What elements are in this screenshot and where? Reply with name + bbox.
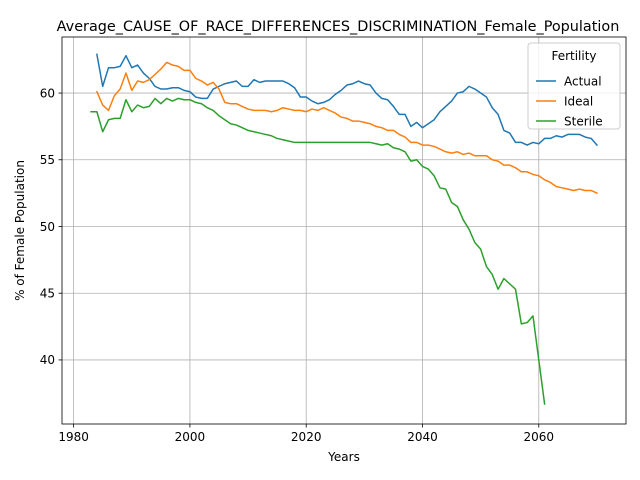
x-tick-label: 2060	[524, 430, 555, 444]
x-tick-label: 1980	[58, 430, 89, 444]
legend-items: Actual Ideal Sterile	[536, 74, 603, 128]
legend-label-ideal: Ideal	[564, 94, 593, 108]
legend: Fertility Actual Ideal Sterile	[527, 42, 621, 130]
plot-area-frame	[61, 36, 627, 425]
chart-title: Average_CAUSE_OF_RACE_DIFFERENCES_DISCRI…	[57, 19, 620, 35]
legend-label-sterile: Sterile	[564, 114, 603, 128]
legend-title: Fertility	[551, 49, 596, 63]
y-tick-label: 45	[40, 287, 55, 301]
x-tick-label: 2040	[407, 430, 438, 444]
series-line-actual	[96, 53, 598, 147]
y-tick-label: 40	[40, 353, 55, 367]
legend-box	[527, 42, 621, 130]
y-axis-label: % of Female Population	[13, 160, 27, 301]
y-tick-label: 50	[40, 220, 55, 234]
y-tick-label: 55	[40, 153, 55, 167]
series-line-sterile	[90, 97, 546, 405]
y-tick-label: 60	[40, 86, 55, 100]
x-axis-ticks: 1980 2000 2020 2040 2060	[58, 424, 554, 444]
x-axis-label: Years	[327, 450, 360, 464]
series-line-ideal	[95, 61, 598, 195]
y-axis-ticks: 40 45 50 55 60	[40, 86, 62, 367]
series-lines	[90, 53, 598, 405]
legend-label-actual: Actual	[564, 74, 602, 88]
x-tick-label: 2020	[291, 430, 322, 444]
x-tick-label: 2000	[175, 430, 206, 444]
